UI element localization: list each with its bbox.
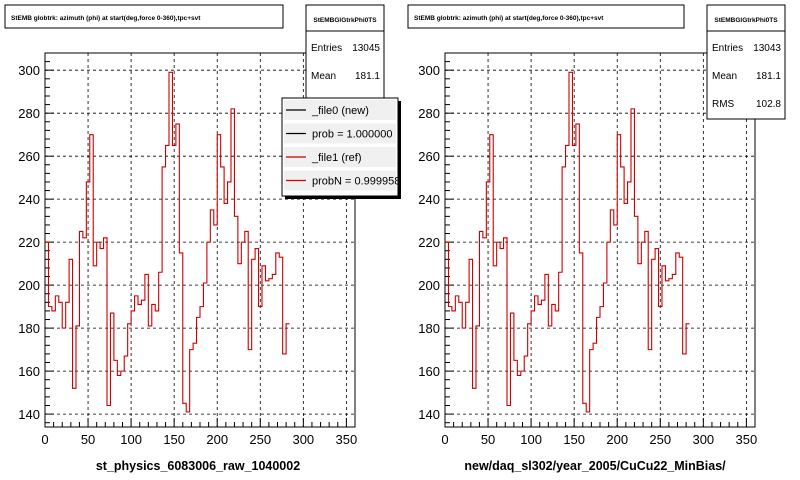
y-tick-label-4: 220 [418,235,440,250]
stats-label-entries: Entries [712,43,743,54]
x-tick-label-0: 0 [41,432,48,447]
stats-box-frame [706,4,786,120]
x-tick-label-4: 200 [606,432,628,447]
x-tick-label-4: 200 [206,432,228,447]
stats-box: StEMBGlGtrkPhi0TS Entries 13043 Mean 181.1 RM… [706,4,786,120]
stats-value-mean: 181.1 [756,71,781,82]
y-tick-label-7: 280 [418,106,440,121]
histogram-line [45,71,290,413]
legend: _file0 (new) prob = 1.000000 _file1 (ref) p… [281,97,401,199]
x-tick-label-6: 300 [292,432,314,447]
x-tick-label-0: 0 [441,432,448,447]
y-tick-label-8: 300 [18,63,40,78]
histogram-panel-2: 0 50 100 150 200 250 300 350 140 160 180 200 220 240 2… [407,4,786,473]
legend-entry-bg-0 [284,100,396,120]
axis-ticks [44,52,356,427]
histogram-line [445,71,690,413]
legend-entry-bg-3 [284,170,396,191]
grid [445,53,755,427]
chart-title: StEMB globtrk: azimuth (phi) at start(de… [11,15,201,22]
histogram-panel-1: 0 50 100 150 200 250 300 350 140 160 180 200 220 240 2… [4,4,401,473]
x-axis-label: st_physics_6083006_raw_1040002 [96,459,300,473]
y-tick-label-6: 260 [18,149,40,164]
stats-value-entries: 13043 [753,43,781,54]
y-tick-label-3: 200 [418,278,440,293]
y-tick-label-6: 260 [418,149,440,164]
y-tick-label-5: 240 [18,192,40,207]
x-tick-label-5: 250 [249,432,271,447]
legend-label-2: _file1 (ref) [311,152,362,164]
x-tick-label-2: 100 [120,432,142,447]
title-box [407,4,685,29]
x-tick-label-7: 350 [736,432,758,447]
title-box [4,4,284,29]
y-tick-label-2: 180 [18,321,40,336]
stats-label-mean: Mean [712,71,737,82]
y-tick-label-8: 300 [418,63,440,78]
stats-label-entries: Entries [311,43,342,54]
y-tick-label-1: 160 [418,364,440,379]
legend-entry-bg-1 [284,123,396,144]
axis-ticks [444,52,756,427]
y-tick-label-3: 200 [18,278,40,293]
legend-entry-bg-2 [284,147,396,167]
stats-box-name: StEMBGlGtrkPhi0TS [714,17,778,24]
stats-value-entries: 13045 [352,43,380,54]
y-tick-label-4: 220 [18,235,40,250]
y-tick-label-5: 240 [418,192,440,207]
x-tick-label-3: 150 [563,432,585,447]
y-tick-label-7: 280 [18,106,40,121]
y-tick-label-1: 160 [18,364,40,379]
legend-label-0: _file0 (new) [311,105,369,117]
x-tick-label-3: 150 [163,432,185,447]
x-axis-label: new/daq_sl302/year_2005/CuCu22_MinBias/ [464,459,726,473]
x-tick-label-5: 250 [649,432,671,447]
stats-value-mean: 181.1 [355,71,380,82]
x-tick-label-2: 100 [520,432,542,447]
x-tick-label-7: 350 [336,432,358,447]
x-tick-label-1: 50 [481,432,495,447]
legend-label-1: prob = 1.000000 [312,129,392,141]
y-tick-label-0: 140 [18,407,40,422]
legend-entries: _file0 (new) prob = 1.000000 _file1 (ref) p… [284,100,400,191]
x-tick-label-6: 300 [692,432,714,447]
y-tick-label-2: 180 [418,321,440,336]
legend-label-3: probN = 0.999958 [312,176,400,188]
stats-value-rms: 102.8 [756,99,781,110]
stats-label-mean: Mean [311,71,336,82]
y-tick-label-0: 140 [418,407,440,422]
stats-label-rms: RMS [712,99,735,110]
chart-title: StEMB globtrk: azimuth (phi) at start(de… [414,15,604,22]
stats-box-name: StEMBGlGtrkPhi0TS [313,17,377,24]
x-tick-label-1: 50 [81,432,95,447]
